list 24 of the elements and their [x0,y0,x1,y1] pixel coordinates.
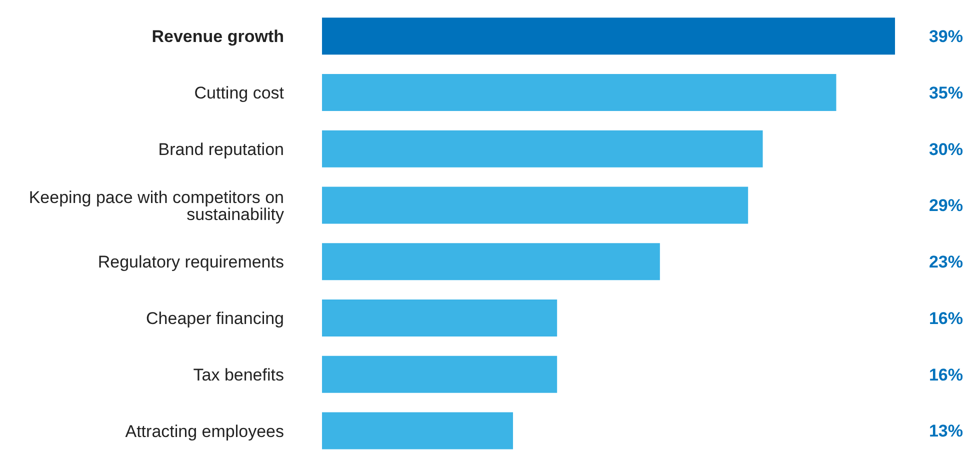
y-tick-label: Brand reputation [158,140,284,159]
data-label: 39% [928,27,963,46]
data-label: 23% [928,252,963,272]
bar [322,356,558,393]
data-label: 35% [928,83,963,102]
y-tick-label: Attracting employees [125,422,284,441]
bar [322,243,660,280]
bar [322,74,836,111]
data-label: 29% [928,196,963,216]
y-tick-label: Keeping pace with competitors on sustainability [28,188,284,224]
data-label: 16% [928,308,963,328]
data-label: 16% [928,365,963,384]
bar [322,186,748,224]
data-label: 13% [928,422,963,441]
bar [322,130,763,168]
y-tick-label: Tax benefits [193,365,284,384]
data-label: 30% [928,140,963,159]
y-tick-label: Cutting cost [194,84,284,103]
y-tick-label: Regulatory requirements [98,252,284,272]
y-tick-label: Cheaper financing [146,309,284,328]
bar [322,412,513,450]
bar [322,299,558,336]
bar [322,18,895,55]
y-tick-label: Revenue growth [152,27,284,46]
